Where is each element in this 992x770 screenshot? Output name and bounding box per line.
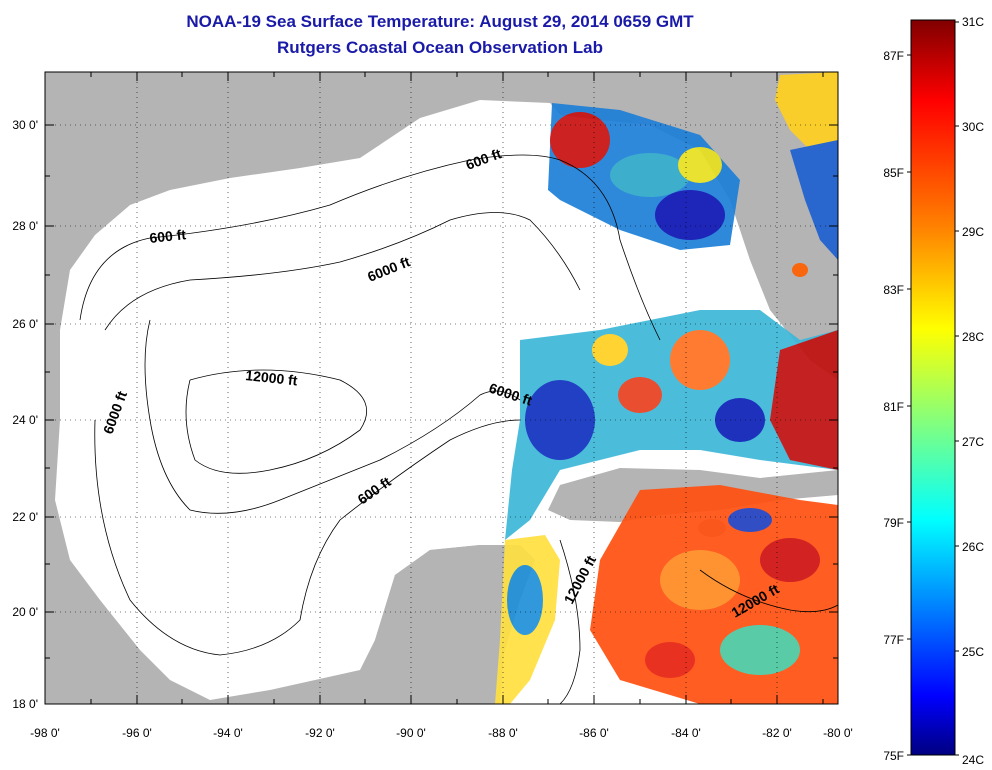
y-tick-label: 24 0' (12, 413, 38, 427)
map-title: NOAA-19 Sea Surface Temperature: August … (186, 12, 694, 31)
colorbar-fahrenheit-label: 77F (883, 633, 904, 647)
bathymetry-contours (79, 154, 838, 704)
y-tick-label: 22 0' (12, 510, 38, 524)
x-tick-label: -94 0' (213, 726, 243, 740)
x-tick-label: -86 0' (579, 726, 609, 740)
colorbar-celsius-label: 30C (962, 120, 984, 134)
colorbar-fahrenheit-label: 85F (883, 166, 904, 180)
colorbar-fahrenheit-label: 81F (883, 400, 904, 414)
x-tick-label: -90 0' (396, 726, 426, 740)
y-tick-label: 18 0' (12, 697, 38, 711)
colorbar-celsius-label: 24C (962, 753, 984, 767)
contour-label: 12000 ft (245, 367, 299, 388)
lat-lon-grid (45, 72, 838, 704)
x-tick-label: -84 0' (671, 726, 701, 740)
colorbar-celsius-label: 29C (962, 225, 984, 239)
x-tick-label: -88 0' (488, 726, 518, 740)
map-subtitle: Rutgers Coastal Ocean Observation Lab (277, 38, 603, 57)
sst-data (495, 72, 838, 704)
colorbar-celsius-label: 27C (962, 435, 984, 449)
colorbar-fahrenheit-label: 75F (883, 749, 904, 763)
contour-label: 600 ft (149, 226, 187, 246)
y-tick-label: 28 0' (12, 219, 38, 233)
axis-ticks (44, 72, 838, 704)
colorbar-celsius-label: 26C (962, 540, 984, 554)
y-tick-label: 26 0' (12, 317, 38, 331)
colorbar-celsius-label: 28C (962, 330, 984, 344)
y-tick-label: 30 0' (12, 118, 38, 132)
colorbar-celsius-label: 25C (962, 645, 984, 659)
yucatan (360, 545, 535, 704)
x-tick-label: -82 0' (762, 726, 792, 740)
colorbar-fahrenheit-label: 87F (883, 49, 904, 63)
x-tick-label: -96 0' (122, 726, 152, 740)
colorbar-fahrenheit-label: 79F (883, 516, 904, 530)
map-border (44, 71, 839, 705)
colorbar-celsius-label: 31C (962, 15, 984, 29)
x-tick-label: -80 0' (823, 726, 853, 740)
x-tick-label: -92 0' (305, 726, 335, 740)
x-tick-label: -98 0' (30, 726, 60, 740)
colorbar (910, 19, 956, 756)
y-tick-label: 20 0' (12, 605, 38, 619)
colorbar-fahrenheit-label: 83F (883, 283, 904, 297)
